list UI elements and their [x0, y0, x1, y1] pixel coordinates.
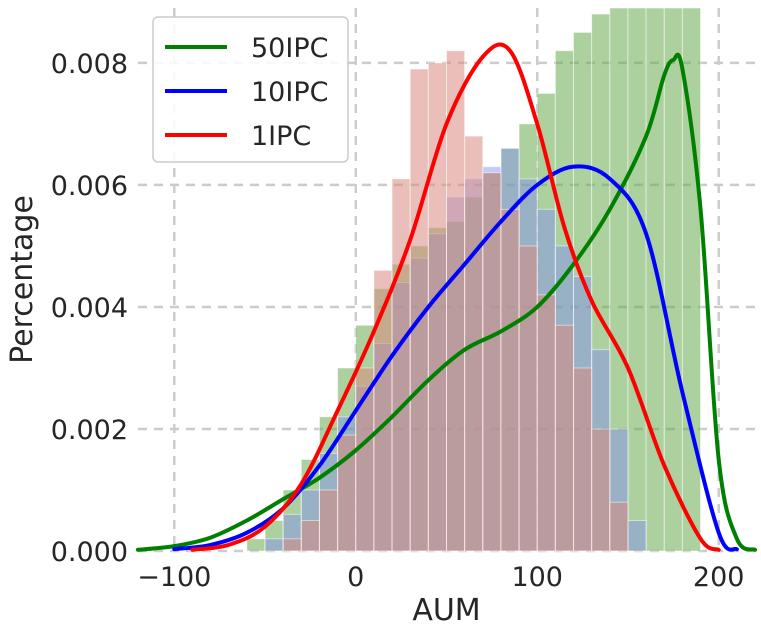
histogram-bar — [536, 294, 556, 552]
histogram-1ipc — [282, 50, 629, 552]
x-tick-label: 0 — [347, 562, 364, 593]
x-tick-label: 100 — [511, 562, 563, 593]
y-tick-label: 0.006 — [51, 171, 128, 202]
legend-label-1ipc: 1IPC — [251, 121, 311, 152]
histogram-bar — [554, 324, 575, 552]
histogram-bar — [446, 50, 466, 552]
histogram-bar — [246, 538, 266, 552]
legend-box — [152, 16, 349, 163]
histogram-bar — [609, 501, 629, 552]
y-tick-label: 0.002 — [51, 415, 128, 446]
histogram-bar — [518, 245, 538, 552]
legend: 50IPC 10IPC 1IPC — [152, 16, 349, 163]
kde-line-1ipc — [190, 42, 721, 552]
y-tick-label: 0.008 — [51, 49, 128, 80]
y-axis-label: Percentage — [5, 195, 40, 364]
x-tick-label: 200 — [693, 562, 745, 593]
legend-label-50ipc: 50IPC — [251, 33, 328, 64]
y-tick-label: 0.004 — [51, 293, 128, 324]
y-axis-ticks: 0.000 0.002 0.004 0.006 0.008 — [51, 49, 128, 568]
kde-curves-layer — [136, 42, 757, 552]
histogram-bar — [591, 428, 611, 552]
y-tick-label: 0.000 — [51, 537, 128, 568]
histogram-bar — [500, 208, 520, 552]
histogram-bar — [627, 7, 647, 552]
histogram-bar — [264, 538, 284, 552]
kde-line-50ipc — [136, 52, 757, 552]
x-axis-ticks: −100 0 100 200 — [137, 562, 744, 593]
x-axis-label: AUM — [412, 593, 480, 628]
histogram-bar — [573, 367, 593, 552]
histogram-bar — [391, 178, 411, 552]
x-tick-label: −100 — [137, 562, 211, 593]
legend-label-10ipc: 10IPC — [251, 77, 328, 108]
histogram-bar — [300, 519, 320, 552]
histogram-bar — [627, 519, 647, 552]
histogram-bar — [282, 538, 302, 552]
histogram-bar — [318, 489, 339, 552]
